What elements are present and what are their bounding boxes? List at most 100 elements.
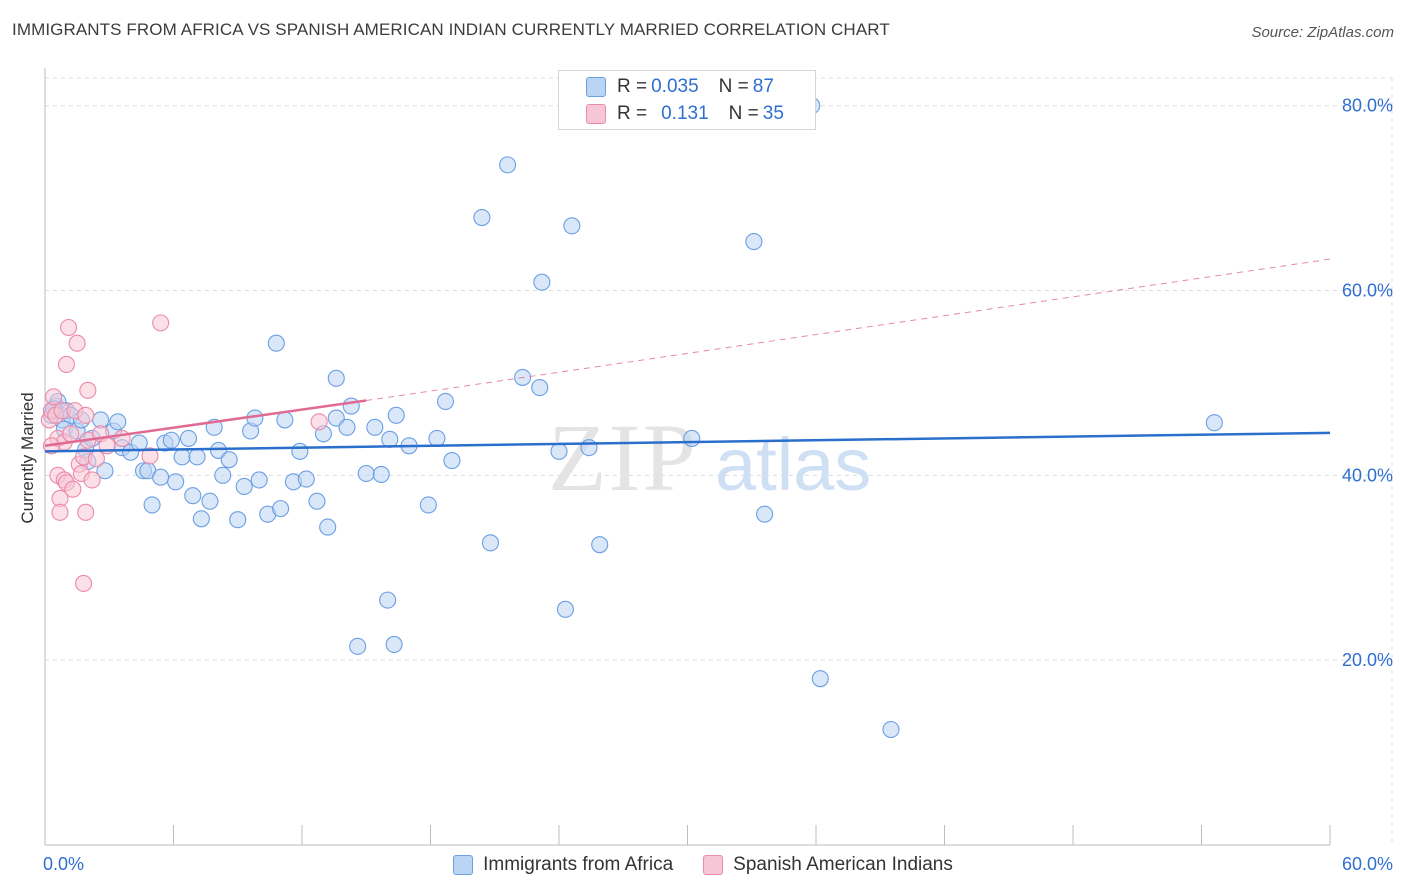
blue-point [188,448,206,466]
legend-item-africa[interactable]: Immigrants from Africa [453,854,673,876]
blue-point [556,600,574,618]
blue-point [109,413,127,431]
legend-label: Immigrants from Africa [483,854,674,875]
blue-point [745,233,763,251]
n-value: 87 [752,76,774,97]
r-value: 0.035 [651,76,699,97]
blue-point [96,462,114,480]
blue-point [192,510,210,528]
watermark-zip: ZIP [548,404,698,511]
y-axis-label: Currently Married [18,392,37,523]
tick-labels: 20.0% 40.0% 60.0% 80.0% 0.0% 60.0% [43,96,1393,874]
pink-point [57,355,75,374]
blue-point [499,156,517,174]
legend-item-spanish-american-indians[interactable]: Spanish American Indians [703,854,953,876]
blue-point [473,208,491,227]
watermark-atlas: atlas [715,423,871,506]
blue-point [173,448,191,466]
blue-point [756,505,774,523]
blue-point [179,429,198,447]
series-legend: Immigrants from Africa Spanish American … [0,850,1406,880]
pink-point [152,314,170,332]
blue-point [580,439,598,457]
pink-point [83,471,101,489]
blue-point [563,217,581,235]
blue-point [201,492,219,510]
blue-point [436,392,455,410]
blue-point [162,431,180,449]
blue-point [533,273,551,291]
corr-row-blue: R = 0.035 N = 87 [586,74,774,100]
blue-point [308,492,326,510]
blue-point [338,418,356,436]
pink-point [141,447,159,465]
pink-point [45,388,63,406]
chart-title: IMMIGRANTS FROM AFRICA VS SPANISH AMERIC… [12,20,890,39]
blue-point [276,411,294,429]
x-tick-label: 60.0% [1342,854,1393,874]
blue-point [385,635,403,654]
blue-point [550,442,568,460]
pink-point [113,429,131,447]
corr-row-pink: R = 0.131 N = 35 [586,101,784,127]
blue-point [319,518,337,536]
blue-point [882,720,900,739]
pink-point [75,574,93,593]
blue-point [272,500,290,518]
y-tick-label: 20.0% [1342,650,1393,670]
blue-point [235,477,253,496]
legend-label: Spanish American Indians [733,854,953,875]
blue-point [387,406,405,424]
pink-point [62,425,80,443]
n-value: 35 [762,103,784,124]
pink-point [87,450,105,468]
blue-point [349,637,367,655]
pink-trend-extension [366,258,1331,402]
pink-point [79,381,97,399]
pink-trend-line [44,399,367,448]
pink-swatch-icon [703,855,724,875]
blue-point [811,670,829,688]
axes [44,68,1331,846]
blue-point [443,452,461,470]
blue-point [143,496,161,514]
n-label: N = [718,76,749,97]
x-tick-label: 0.0% [43,854,84,874]
blue-point [291,442,309,460]
blue-point [327,369,345,387]
blue-point [214,466,232,484]
pink-point [64,480,82,498]
r-value: 0.131 [661,103,709,124]
pink-point [68,334,86,352]
y-tick-label: 80.0% [1342,96,1393,116]
trend-lines [44,258,1331,453]
blue-point [184,487,202,505]
blue-point [379,591,397,609]
blue-swatch-icon [586,77,606,97]
blue-point [372,465,390,483]
blue-point [130,434,148,452]
blue-point [428,429,446,447]
blue-point [167,473,185,491]
blue-swatch-icon [453,855,474,875]
series-pink-points [40,314,328,593]
r-label: R = [617,103,648,124]
y-tick-label: 40.0% [1342,465,1393,485]
blue-point [152,468,170,486]
blue-point [220,451,238,469]
n-label: N = [728,103,759,124]
source-credit: Source: ZipAtlas.com [1251,24,1394,41]
r-label: R = [617,76,648,97]
blue-point [297,470,315,488]
y-tick-label: 60.0% [1342,281,1393,301]
pink-swatch-icon [586,104,606,124]
blue-point [267,334,285,352]
blue-trend-line [44,431,1331,453]
blue-point [357,464,375,483]
blue-point [683,429,701,447]
pink-point [77,503,95,521]
blue-point [419,496,437,514]
blue-point [366,418,384,436]
blue-point [342,397,360,415]
